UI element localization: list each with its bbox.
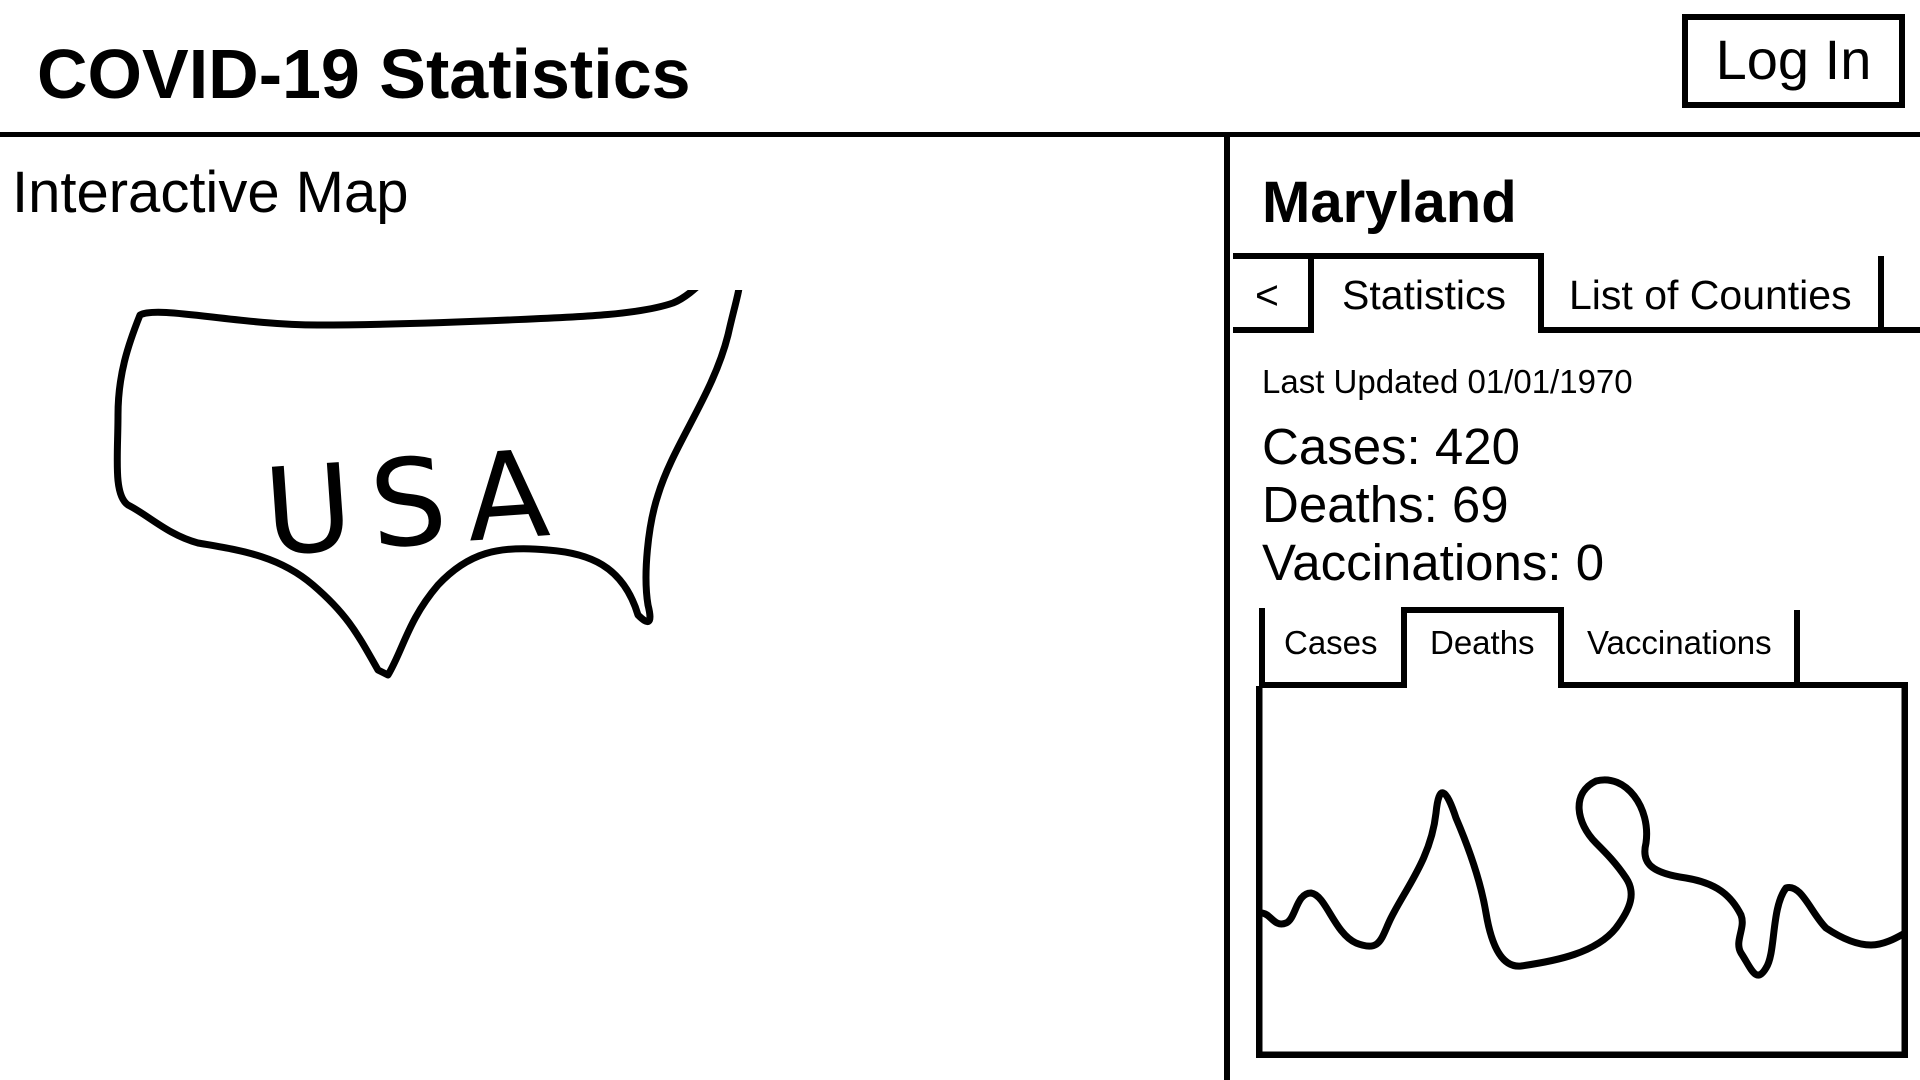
login-button[interactable]: Log In [1682, 14, 1905, 108]
map-heading: Interactive Map [12, 160, 409, 225]
app-title: COVID-19 Statistics [37, 35, 691, 113]
panel-divider [1224, 137, 1230, 1080]
tab-list-of-counties[interactable]: List of Counties [1569, 272, 1852, 318]
deaths-stat: Deaths: 69 [1262, 476, 1509, 533]
last-updated-text: Last Updated 01/01/1970 [1262, 363, 1633, 400]
tab-statistics[interactable]: Statistics [1342, 272, 1507, 318]
back-tab[interactable]: < [1255, 272, 1279, 318]
map-region-label: USA [260, 423, 572, 584]
usa-map-shape[interactable] [100, 290, 900, 840]
interactive-map[interactable]: USA [100, 290, 900, 840]
app-header: COVID-19 Statistics Log In [0, 0, 1920, 137]
trend-chart-canvas [1255, 686, 1909, 1059]
vaccinations-stat: Vaccinations: 0 [1262, 534, 1605, 591]
cases-stat: Cases: 420 [1262, 418, 1520, 475]
region-title: Maryland [1262, 170, 1517, 235]
chart-tab-deaths[interactable]: Deaths [1430, 624, 1535, 661]
chart-tab-vaccinations[interactable]: Vaccinations [1587, 624, 1772, 661]
chart-tab-cases[interactable]: Cases [1284, 624, 1378, 661]
trend-chart [1255, 683, 1909, 1059]
